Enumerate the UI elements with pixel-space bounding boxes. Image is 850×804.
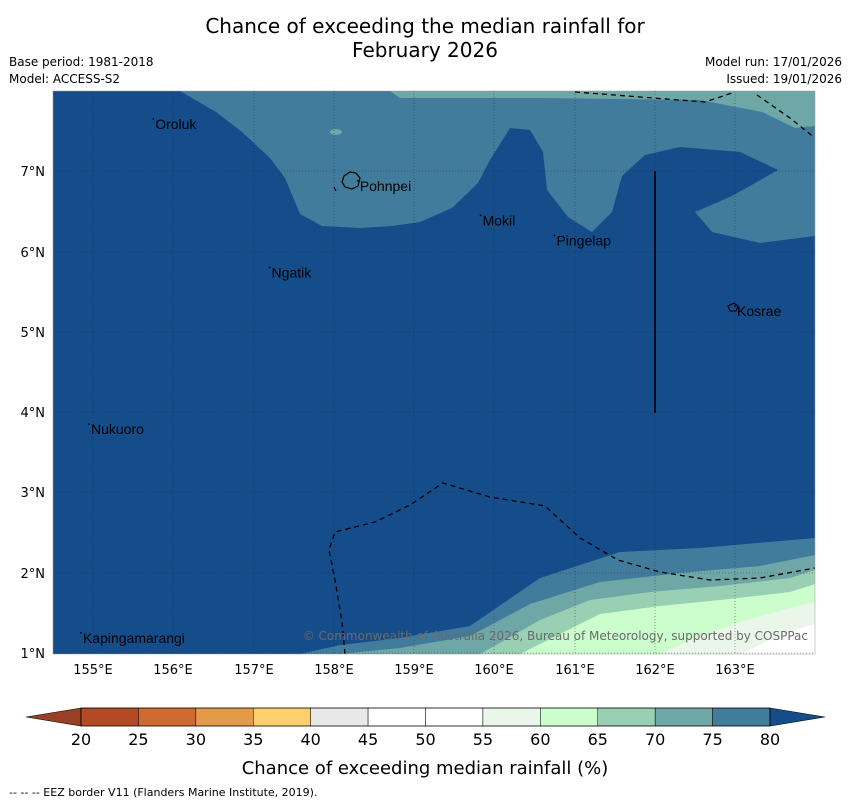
place-label-pingelap: Pingelap (556, 232, 611, 248)
place-label-kosrae: Kosrae (737, 303, 782, 319)
place-marker (479, 214, 482, 217)
lon-tick: 158°E (314, 663, 354, 678)
eez-footnote: -- -- -- EEZ border V11 (Flanders Marine… (9, 786, 318, 799)
pohnpei-island (341, 171, 361, 190)
issued-date: Issued: 19/01/2026 (726, 72, 842, 86)
lon-tick: 159°E (394, 663, 434, 678)
lon-tick: 161°E (555, 663, 595, 678)
colorbar-tick-label: 25 (128, 730, 148, 749)
band-70-75-north (180, 91, 815, 243)
colorbar-tick-label: 75 (702, 730, 722, 749)
colorbar-high-extension (769, 707, 826, 727)
band-65-70-north (390, 91, 815, 128)
colorbar-tick-label: 70 (645, 730, 665, 749)
colorbar-segment (195, 707, 254, 727)
place-markers (80, 118, 736, 634)
axes: 155°E 156°E 157°E 158°E 159°E 160°E 161°… (21, 165, 755, 678)
copyright-note: © Commonwealth of Australia 2026, Bureau… (303, 629, 808, 643)
band-65-70-patch (330, 129, 342, 135)
base-period: Base period: 1981-2018 (9, 55, 154, 69)
lon-tick: 157°E (234, 663, 274, 678)
place-label-nukuoro: Nukuoro (91, 421, 144, 437)
colorbar-ticks: 20 25 30 35 40 45 50 55 60 65 70 75 80 (71, 730, 780, 749)
lat-tick: 1°N (21, 647, 46, 662)
colorbar-frame (80, 707, 771, 727)
lat-tick: 3°N (21, 486, 46, 501)
lat-tick-labels: 1°N 2°N 3°N 4°N 5°N 6°N 7°N (21, 165, 46, 662)
place-marker (553, 234, 556, 237)
colorbar-tick-label: 60 (530, 730, 550, 749)
colorbar-tick-label: 50 (415, 730, 435, 749)
lon-tick: 156°E (153, 663, 193, 678)
place-label-oroluk: Oroluk (155, 116, 197, 132)
colorbar-segment (597, 707, 656, 727)
colorbar-tick-label: 45 (358, 730, 378, 749)
colorbar-segment (253, 707, 311, 727)
colorbar: 20 25 30 35 40 45 50 55 60 65 70 75 80 (25, 707, 826, 749)
place-label-ngatik: Ngatik (272, 265, 313, 281)
lat-tick: 7°N (21, 165, 46, 180)
lon-tick: 163°E (715, 663, 755, 678)
place-label-pohnpei: Pohnpei (360, 178, 411, 194)
colorbar-label: Chance of exceeding median rainfall (%) (241, 758, 609, 779)
colorbar-segment (482, 707, 541, 727)
band-45-50-south (740, 624, 815, 654)
pohnpei-islet (333, 186, 337, 192)
eez-borders (328, 91, 815, 654)
map-title-line1: Chance of exceeding the median rainfall … (205, 14, 645, 38)
colorbar-segment (138, 707, 197, 727)
colorbar-low-extension (25, 707, 82, 727)
model-name: Model: ACCESS-S2 (9, 72, 121, 86)
place-marker (88, 423, 90, 426)
colorbar-segment (367, 707, 426, 727)
place-marker (734, 305, 736, 308)
place-label-mokil: Mokil (483, 212, 516, 228)
lon-tick: 160°E (474, 663, 514, 678)
model-run: Model run: 17/01/2026 (704, 55, 842, 69)
probability-field (53, 91, 815, 654)
lat-tick: 6°N (21, 246, 46, 261)
kosrae-island (727, 302, 739, 312)
colorbar-tick-label: 20 (71, 730, 91, 749)
colorbar-segment (540, 707, 598, 727)
map-frame (52, 90, 816, 655)
meta-right: Model run: 17/01/2026 Issued: 19/01/2026 (705, 54, 842, 88)
colorbar-segment (310, 707, 369, 727)
colorbar-segment (80, 707, 139, 727)
map-title-line2: February 2026 (352, 38, 498, 62)
colorbar-tick-label: 35 (243, 730, 263, 749)
colorbar-segment (425, 707, 484, 727)
lat-tick: 2°N (21, 567, 46, 582)
colorbar-tick-label: 40 (300, 730, 320, 749)
colorbar-tick-label: 65 (588, 730, 608, 749)
place-marker (152, 118, 155, 120)
place-marker (356, 179, 359, 182)
colorbar-segment (712, 707, 771, 727)
lon-tick-labels: 155°E 156°E 157°E 158°E 159°E 160°E 161°… (73, 663, 755, 678)
place-label-kapingamarangi: Kapingamarangi (83, 630, 185, 646)
lon-tick: 162°E (635, 663, 675, 678)
colorbar-tick-label: 30 (186, 730, 206, 749)
place-marker (80, 632, 82, 634)
meta-left: Base period: 1981-2018 Model: ACCESS-S2 (9, 54, 154, 88)
place-labels: Oroluk Pohnpei Mokil Pingelap Ngatik Kos… (83, 116, 782, 646)
lat-tick: 5°N (21, 326, 46, 341)
colorbar-segment (654, 707, 713, 727)
lat-tick: 4°N (21, 406, 46, 421)
colorbar-segments (80, 707, 771, 727)
lon-tick: 155°E (73, 663, 113, 678)
colorbar-tick-label: 55 (473, 730, 493, 749)
colorbar-tick-label: 80 (760, 730, 780, 749)
place-marker (268, 266, 271, 269)
